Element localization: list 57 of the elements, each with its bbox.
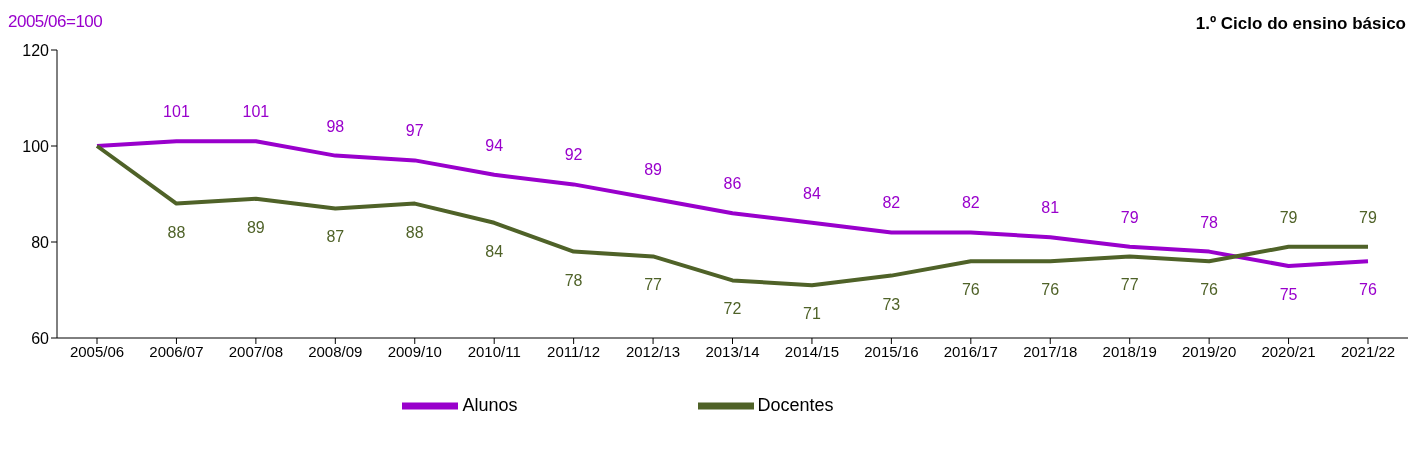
data-label: 101	[163, 103, 190, 121]
data-label: 77	[1120, 276, 1139, 294]
x-tick-label: 2011/12	[547, 342, 601, 360]
x-tick-label: 2018/19	[1102, 342, 1157, 360]
data-label: 88	[167, 223, 186, 241]
data-label: 76	[1359, 281, 1377, 299]
data-label: 76	[1200, 281, 1219, 299]
data-label: 75	[1279, 286, 1298, 303]
x-tick-label: 2021/22	[1340, 342, 1396, 360]
x-tick-label: 2007/08	[228, 342, 283, 360]
y-tick-label: 80	[31, 233, 50, 251]
data-label: 89	[644, 160, 663, 178]
data-label: 81	[1041, 199, 1060, 217]
data-label: 72	[723, 300, 742, 318]
data-label: 76	[1041, 281, 1060, 299]
data-label: 88	[405, 223, 424, 241]
chart-title: 1.º Ciclo do ensino básico	[1195, 14, 1406, 34]
legend-label: Alunos	[462, 394, 518, 415]
x-tick-label: 2016/17	[943, 342, 998, 360]
x-tick-label: 2012/13	[625, 342, 681, 360]
data-label: 79	[1359, 208, 1377, 226]
data-label: 98	[326, 117, 345, 135]
data-label: 84	[485, 242, 504, 260]
data-label: 73	[882, 295, 901, 313]
x-tick-label: 2017/18	[1023, 342, 1078, 360]
data-label: 71	[803, 305, 821, 323]
x-tick-label: 2008/09	[308, 342, 363, 360]
y-tick-label: 120	[22, 41, 50, 59]
data-label: 78	[564, 271, 583, 289]
y-tick-label: 100	[22, 137, 50, 155]
x-tick-label: 2014/15	[784, 342, 840, 360]
x-tick-label: 2013/14	[705, 342, 760, 360]
data-label: 84	[803, 184, 821, 202]
x-tick-label: 2009/10	[387, 342, 442, 360]
y-tick-label: 60	[31, 329, 50, 347]
x-tick-label: 2010/11	[467, 342, 521, 360]
data-label: 89	[246, 218, 265, 236]
data-label: 94	[485, 136, 504, 154]
data-label: 82	[961, 194, 980, 212]
data-label: 76	[961, 281, 980, 299]
data-label: 101	[242, 103, 270, 121]
y-axis-title: 2005/06=100	[8, 12, 103, 32]
data-label: 87	[326, 228, 345, 246]
x-tick-label: 2005/06	[69, 342, 125, 360]
data-label: 86	[723, 175, 742, 193]
data-label: 92	[564, 146, 583, 164]
legend-label: Docentes	[757, 394, 834, 415]
x-tick-label: 2006/07	[149, 342, 204, 360]
x-tick-label: 2019/20	[1182, 342, 1237, 360]
data-label: 77	[644, 276, 663, 294]
data-label: 78	[1200, 213, 1219, 231]
x-tick-label: 2020/21	[1261, 342, 1316, 360]
data-label: 79	[1120, 208, 1139, 226]
x-tick-label: 2015/16	[864, 342, 919, 360]
data-label: 79	[1279, 208, 1298, 226]
data-label: 97	[405, 122, 424, 140]
data-label: 82	[882, 194, 901, 212]
